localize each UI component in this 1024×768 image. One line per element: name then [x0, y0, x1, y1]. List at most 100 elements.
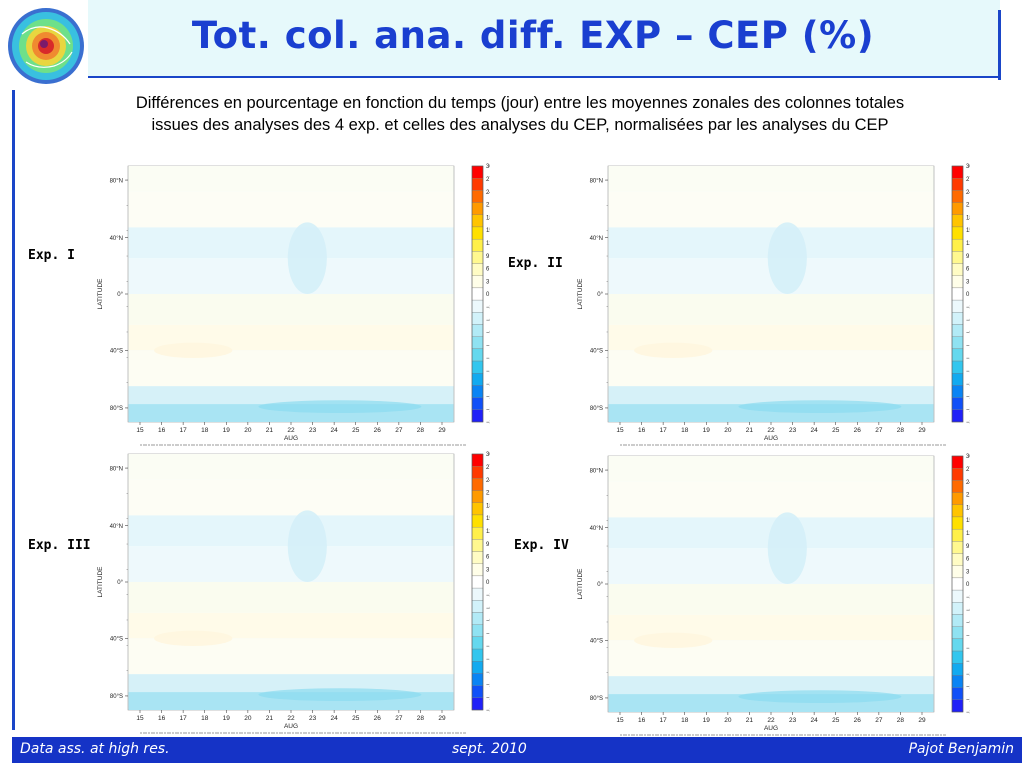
colorbar-cell — [471, 360, 484, 374]
x-tick-label: 17 — [660, 427, 668, 434]
header-vertical-bar — [998, 10, 1001, 80]
colorbar-label: 21 — [966, 203, 970, 209]
colorbar-label: 30 — [486, 164, 490, 170]
x-tick-label: 29 — [438, 427, 446, 434]
y-tick-label: 0° — [117, 292, 123, 298]
x-tick-label: 28 — [897, 717, 905, 724]
colorbar-cell — [471, 612, 484, 625]
y-tick-label: 40°N — [110, 524, 123, 530]
colorbar-cell — [951, 226, 964, 240]
colorbar-label: 27 — [966, 467, 970, 473]
colorbar-label: 12 — [966, 531, 970, 537]
colorbar-cell — [471, 165, 484, 179]
field-blob — [258, 688, 422, 702]
y-tick-label: 40°N — [590, 526, 603, 532]
colorbar-label: 6 — [486, 555, 490, 561]
colorbar-cell — [951, 565, 964, 579]
colorbar-label: −24 — [486, 395, 490, 401]
y-tick-label: 80°N — [590, 468, 603, 474]
colorbar-label: −30 — [486, 708, 490, 714]
colorbar-label: 18 — [966, 505, 970, 511]
footer-bar: Data ass. at high res. sept. 2010 Pajot … — [12, 737, 1022, 763]
colorbar-label: 6 — [486, 267, 490, 273]
field-band — [128, 674, 454, 693]
field-band — [128, 454, 454, 480]
colorbar-label: −6 — [486, 318, 490, 324]
x-tick-label: 24 — [811, 427, 819, 434]
x-tick-label: 28 — [417, 715, 425, 722]
colorbar-cell — [951, 480, 964, 493]
x-tick-label: 22 — [287, 715, 295, 722]
colorbar-label: 27 — [486, 177, 490, 183]
exp-label-1: Exp. I — [28, 248, 75, 263]
colorbar-label: −12 — [966, 633, 970, 639]
y-axis-label: LATITUDE — [97, 278, 104, 310]
colorbar-label: −6 — [966, 318, 970, 324]
colorbar-label: −21 — [486, 382, 490, 388]
colorbar-label: 0 — [966, 292, 970, 298]
colorbar-cell — [951, 492, 964, 505]
colorbar-cell — [471, 385, 484, 398]
x-tick-label: 19 — [703, 717, 711, 724]
colorbar-label: 12 — [486, 529, 490, 535]
colorbar-cell — [471, 587, 484, 601]
colorbar-label: 12 — [486, 241, 490, 247]
colorbar-label: −18 — [966, 659, 970, 665]
colorbar-label: 0 — [966, 582, 970, 588]
colorbar-label: −9 — [486, 331, 490, 337]
colorbar-cell — [951, 312, 964, 325]
x-axis-label: AUG — [284, 435, 298, 442]
colorbar-cell — [471, 478, 484, 491]
x-tick-label: 15 — [616, 717, 624, 724]
colorbar-label: −18 — [966, 369, 970, 375]
header-band — [88, 0, 1000, 78]
x-tick-label: 28 — [897, 427, 905, 434]
colorbar-label: 15 — [486, 228, 490, 234]
colorbar-label: 9 — [486, 254, 490, 260]
colorbar-cell — [471, 685, 484, 698]
colorbar-label: 27 — [966, 177, 970, 183]
colorbar-cell — [951, 251, 964, 264]
colorbar-label: −3 — [966, 595, 970, 601]
x-tick-label: 17 — [180, 427, 188, 434]
x-tick-label: 19 — [223, 427, 231, 434]
colorbar-label: 24 — [486, 190, 490, 196]
x-tick-label: 27 — [875, 427, 883, 434]
x-tick-label: 26 — [374, 715, 382, 722]
colorbar-cell — [951, 299, 964, 313]
x-tick-label: 22 — [767, 717, 775, 724]
colorbar-label: −12 — [486, 631, 490, 637]
colorbar-cell — [471, 673, 484, 686]
field-blob — [154, 342, 233, 358]
colorbar-cell — [951, 650, 964, 664]
left-vertical-bar — [12, 90, 15, 730]
chart-panel-exp-2: 80°N 40°N 0° 40°S 80°S LATITUDE 15 16 17 18 19 20 21… — [577, 164, 970, 446]
field-blob — [634, 342, 713, 358]
colorbar-label: −30 — [486, 420, 490, 426]
colorbar-cell — [471, 324, 484, 337]
y-tick-label: 40°S — [110, 349, 123, 355]
subtitle-line-2: issues des analyses des 4 exp. et celles… — [151, 116, 889, 134]
chart-panel-exp-3: 80°N 40°N 0° 40°S 80°S LATITUDE 15 16 17 18 19 20 21… — [97, 452, 490, 734]
y-tick-label: 80°N — [590, 178, 603, 184]
colorbar-label: 3 — [966, 279, 970, 285]
y-tick-label: 40°N — [110, 236, 123, 242]
colorbar-label: −21 — [966, 672, 970, 678]
colorbar-cell — [951, 165, 964, 179]
x-tick-label: 20 — [724, 717, 732, 724]
x-tick-label: 29 — [918, 717, 926, 724]
field-band — [608, 386, 934, 405]
colorbar-label: −6 — [486, 606, 490, 612]
colorbar-cell — [471, 409, 484, 423]
y-tick-label: 40°N — [590, 236, 603, 242]
field-blob — [738, 690, 902, 704]
y-tick-label: 80°S — [590, 696, 603, 702]
x-tick-label: 27 — [395, 715, 403, 722]
colorbar-cell — [951, 263, 964, 276]
x-tick-label: 23 — [309, 427, 317, 434]
x-tick-label: 21 — [746, 717, 754, 724]
colorbar-cell — [951, 397, 964, 410]
y-axis-label: LATITUDE — [97, 566, 104, 598]
colorbar-cell — [471, 312, 484, 325]
footer-center: sept. 2010 — [452, 741, 527, 757]
